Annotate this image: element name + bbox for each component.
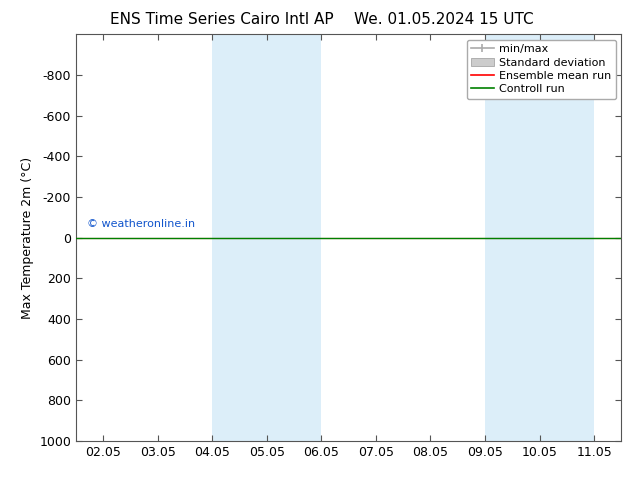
Y-axis label: Max Temperature 2m (°C): Max Temperature 2m (°C) <box>21 157 34 318</box>
Text: We. 01.05.2024 15 UTC: We. 01.05.2024 15 UTC <box>354 12 534 27</box>
Bar <box>212 34 267 441</box>
Bar <box>267 34 321 441</box>
Bar <box>485 34 540 441</box>
Text: ENS Time Series Cairo Intl AP: ENS Time Series Cairo Intl AP <box>110 12 333 27</box>
Text: © weatheronline.in: © weatheronline.in <box>87 220 195 229</box>
Legend: min/max, Standard deviation, Ensemble mean run, Controll run: min/max, Standard deviation, Ensemble me… <box>467 40 616 99</box>
Bar <box>540 34 594 441</box>
